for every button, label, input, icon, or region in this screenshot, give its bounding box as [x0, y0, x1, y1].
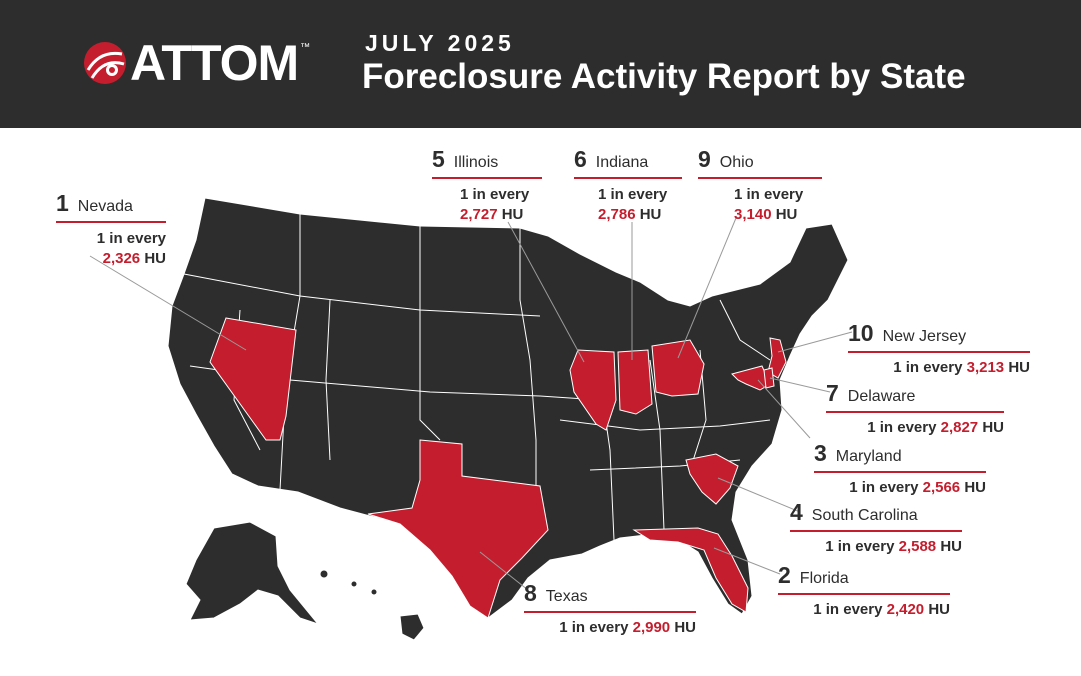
callout-maryland: 3 Maryland 1 in every 2,566 HU: [814, 440, 986, 496]
rate-prefix: 1 in every: [867, 419, 937, 436]
rate-label: 1 in every 2,727 HU: [432, 185, 542, 225]
rate-prefix: 1 in every: [893, 359, 963, 376]
rank-label: 10: [848, 320, 874, 346]
state-label: Delaware: [847, 388, 916, 405]
highlighted-states: [209, 317, 787, 619]
state-delaware: [763, 367, 775, 389]
hawaii: [399, 613, 425, 641]
rate-prefix: 1 in every: [734, 186, 804, 203]
rate-unit: HU: [964, 479, 986, 496]
state-label: New Jersey: [882, 328, 967, 345]
state-label: Maryland: [835, 448, 902, 465]
rate-value: 3,213: [966, 359, 1005, 376]
rate-label: 1 in every 2,326 HU: [56, 229, 166, 269]
state-maryland: [731, 365, 771, 391]
leader-lines: [89, 217, 853, 591]
state-texas: [367, 439, 549, 619]
rank-label: 9: [698, 146, 711, 172]
callout-indiana: 6 Indiana 1 in every 2,786 HU: [574, 146, 682, 225]
attom-globe-icon: [84, 42, 126, 84]
rate-label: 1 in every 2,786 HU: [574, 185, 682, 225]
callout-delaware: 7 Delaware 1 in every 2,827 HU: [826, 380, 1004, 436]
rank-label: 5: [432, 146, 445, 172]
report-date: JULY 2025: [365, 30, 515, 56]
rate-prefix: 1 in every: [559, 619, 629, 636]
state-label: Nevada: [77, 198, 133, 215]
rate-value: 2,827: [940, 419, 979, 436]
callout-texas: 8 Texas 1 in every 2,990 HU: [524, 580, 696, 636]
rate-value: 2,990: [632, 619, 671, 636]
rate-label: 1 in every 3,140 HU: [698, 185, 822, 225]
rank-label: 7: [826, 380, 839, 406]
rate-prefix: 1 in every: [96, 230, 166, 247]
rate-value: 2,727: [460, 206, 498, 223]
state-label: Florida: [799, 570, 849, 587]
callout-ohio: 9 Ohio 1 in every 3,140 HU: [698, 146, 822, 225]
rate-unit: HU: [982, 419, 1004, 436]
rate-prefix: 1 in every: [460, 186, 530, 203]
state-florida: [632, 527, 749, 613]
rate-prefix: 1 in every: [849, 479, 919, 496]
rate-value: 2,326: [102, 250, 141, 267]
callout-nevada: 1 Nevada 1 in every 2,326 HU: [56, 190, 166, 269]
rate-prefix: 1 in every: [598, 186, 668, 203]
rate-prefix: 1 in every: [813, 601, 883, 618]
us-foreclosure-map: [89, 197, 853, 641]
rank-label: 1: [56, 190, 69, 216]
rank-label: 3: [814, 440, 827, 466]
state-nevada: [209, 317, 297, 441]
rate-unit: HU: [1008, 359, 1030, 376]
rate-unit: HU: [144, 250, 166, 267]
rate-unit: HU: [940, 538, 962, 555]
contiguous-us-landmass: [167, 197, 849, 619]
callout-florida: 2 Florida 1 in every 2,420 HU: [778, 562, 950, 618]
state-label: South Carolina: [811, 507, 918, 524]
state-label: Illinois: [453, 154, 499, 171]
attom-logo: ATTOM ™: [82, 35, 311, 91]
rate-label: 1 in every 2,990 HU: [524, 619, 696, 636]
logo-trademark: ™: [300, 42, 311, 53]
report-title: Foreclosure Activity Report by State: [362, 57, 966, 96]
rank-label: 2: [778, 562, 791, 588]
rate-prefix: 1 in every: [825, 538, 895, 555]
logo-wordmark: ATTOM: [130, 35, 299, 91]
rate-value: 2,566: [922, 479, 961, 496]
rate-label: 1 in every 2,420 HU: [778, 601, 950, 618]
rank-label: 4: [790, 499, 803, 525]
rate-value: 3,140: [734, 206, 772, 223]
rank-label: 8: [524, 580, 537, 606]
rate-label: 1 in every 3,213 HU: [848, 359, 1030, 376]
state-label: Indiana: [595, 154, 649, 171]
rate-unit: HU: [501, 206, 524, 223]
rank-label: 6: [574, 146, 587, 172]
rate-label: 1 in every 2,588 HU: [790, 538, 962, 555]
state-indiana: [617, 349, 653, 415]
rate-unit: HU: [928, 601, 950, 618]
callout-new-jersey: 10 New Jersey 1 in every 3,213 HU: [848, 320, 1030, 376]
rate-unit: HU: [775, 206, 798, 223]
header-banner: ATTOM ™ JULY 2025 Foreclosure Activity R…: [0, 0, 1081, 128]
alaska: [185, 521, 320, 626]
state-ohio: [651, 339, 705, 397]
state-illinois: [569, 349, 617, 431]
state-label: Texas: [545, 588, 588, 605]
rate-value: 2,588: [898, 538, 937, 555]
state-label: Ohio: [719, 154, 754, 171]
rate-unit: HU: [674, 619, 696, 636]
rate-label: 1 in every 2,827 HU: [826, 419, 1004, 436]
rate-value: 2,786: [598, 206, 636, 223]
rate-label: 1 in every 2,566 HU: [814, 479, 986, 496]
rate-unit: HU: [639, 206, 662, 223]
state-south-carolina: [685, 453, 739, 505]
callout-south-carolina: 4 South Carolina 1 in every 2,588 HU: [790, 499, 962, 555]
callout-illinois: 5 Illinois 1 in every 2,727 HU: [432, 146, 542, 225]
us-states-base: [167, 197, 849, 641]
rate-value: 2,420: [886, 601, 925, 618]
